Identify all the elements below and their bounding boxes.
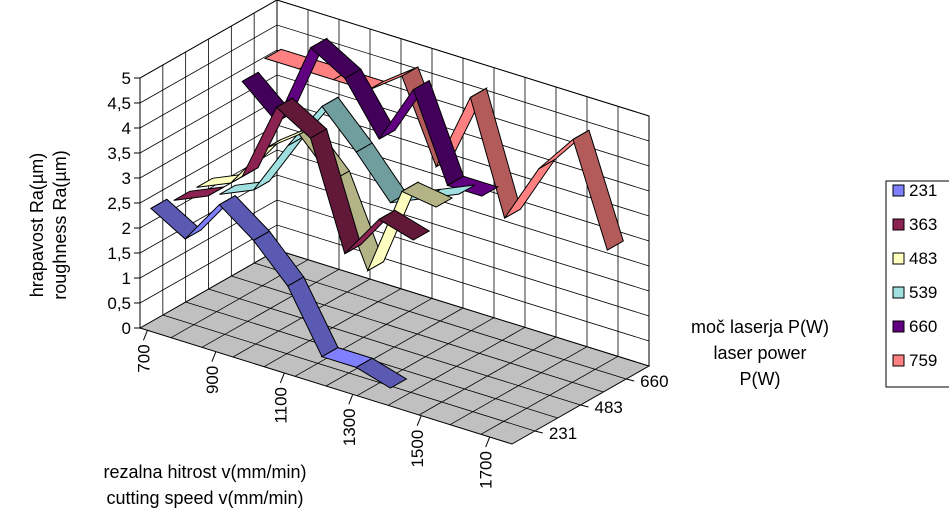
legend-label-660: 660 — [909, 317, 937, 336]
legend-swatch-660 — [892, 320, 905, 333]
y-tick-mark — [534, 430, 543, 434]
x-axis-title-line-1: rezalna hitrost v(mm/min) — [103, 462, 306, 482]
z-tick-label: 4 — [122, 119, 131, 138]
z-tick-label: 3,5 — [107, 144, 131, 163]
chart-series — [150, 37, 624, 389]
z-tick-label: 1 — [122, 269, 131, 288]
legend-swatch-363 — [892, 218, 905, 231]
ribbon-segment-759 — [572, 129, 624, 251]
legend-swatch-759 — [892, 354, 905, 367]
z-axis-title-line-1: hrapavost Ra(µm) — [27, 153, 47, 297]
legend-box — [885, 180, 949, 388]
y-tick-label: 660 — [640, 372, 668, 391]
legend-swatch-231 — [892, 184, 905, 197]
legend: 231 363 483 539 660 759 — [885, 180, 949, 388]
z-tick-label: 0,5 — [107, 294, 131, 313]
x-tick-label: 1700 — [477, 451, 496, 489]
x-axis-ticks: 700 900 1100 1300 1500 1700 — [134, 330, 496, 489]
y-axis-title-line-1: moč laserja P(W) — [691, 317, 829, 337]
series-ribbon-363 — [173, 97, 431, 255]
z-tick-label: 5 — [122, 69, 131, 88]
x-tick-mark — [279, 372, 285, 384]
x-tick-mark — [485, 436, 491, 448]
y-axis-ticks: 231 483 660 — [534, 372, 669, 443]
legend-label-759: 759 — [909, 351, 937, 370]
z-tick-label: 1,5 — [107, 244, 131, 263]
ribbon-segment-231 — [355, 357, 408, 389]
legend-label-363: 363 — [909, 215, 937, 234]
z-tick-label: 4,5 — [107, 94, 131, 113]
y-gridline-floor — [162, 314, 535, 432]
legend-label-539: 539 — [909, 283, 937, 302]
y-axis-title-line-2: laser power — [713, 343, 806, 363]
x-axis-title-line-2: cutting speed v(mm/min) — [106, 488, 303, 508]
z-axis-title-line-2: roughness Ra(µm) — [50, 150, 70, 299]
z-tick-label: 0 — [122, 319, 131, 338]
legend-label-231: 231 — [909, 181, 937, 200]
legend-label-483: 483 — [909, 249, 937, 268]
x-tick-mark — [416, 415, 422, 426]
x-tick-label: 1100 — [271, 387, 290, 424]
y-tick-mark — [626, 378, 635, 382]
y-tick-mark — [580, 404, 589, 408]
y-tick-label: 231 — [549, 424, 577, 443]
x-tick-mark — [348, 394, 354, 405]
y-axis-title-line-3: P(W) — [740, 369, 781, 389]
y-tick-label: 483 — [595, 398, 623, 417]
series-ribbon-231 — [150, 194, 408, 389]
z-axis-ticks: 0 0,5 1 1,5 2 2,5 3 3,5 4 4,5 5 — [107, 69, 140, 338]
y-gridline-floor — [254, 262, 627, 380]
ribbon-segment-363 — [378, 209, 431, 241]
x-tick-label: 900 — [203, 366, 222, 394]
y-gridline-floor — [208, 288, 581, 406]
ribbon-segment-483 — [400, 181, 454, 208]
z-tick-label: 2 — [122, 219, 131, 238]
legend-swatch-539 — [892, 286, 905, 299]
z-tick-label: 2,5 — [107, 194, 131, 213]
x-tick-mark — [211, 351, 217, 362]
x-tick-label: 700 — [134, 344, 153, 372]
x-tick-label: 1300 — [340, 408, 359, 446]
x-tick-mark — [142, 330, 148, 341]
x-tick-label: 1500 — [408, 430, 427, 468]
legend-swatch-483 — [892, 252, 905, 265]
z-tick-label: 3 — [122, 169, 131, 188]
